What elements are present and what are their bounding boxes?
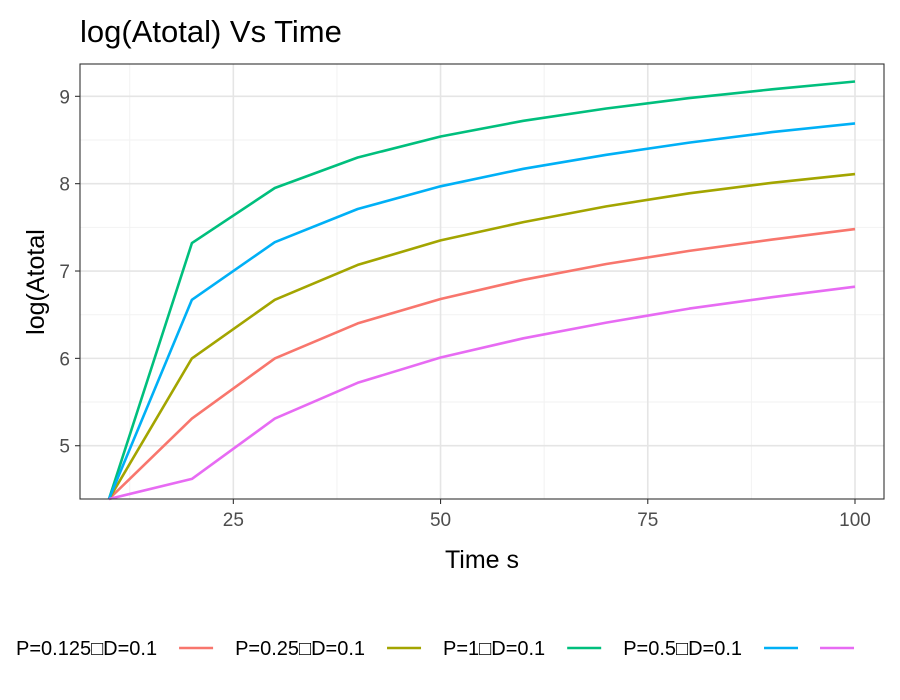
legend: P=0.125□D=0.1 P=0.25□D=0.1 P=1□D=0.1 P=0.5□…	[16, 638, 855, 660]
y-tick-label: 9	[59, 87, 70, 108]
y-tick-label: 6	[59, 349, 70, 370]
x-tick-label: 50	[430, 510, 451, 531]
x-tick-label: 75	[637, 510, 658, 531]
y-axis-title: log(Atotal	[22, 229, 50, 335]
x-axis-title: Time s	[445, 546, 519, 574]
y-tick-label: 8	[59, 175, 70, 196]
series-line-3	[107, 80, 856, 500]
legend-label-3: P=1□D=0.1	[443, 638, 545, 660]
y-axis: 5 6 7 8 9	[59, 87, 80, 458]
x-axis: 25 50 75 100	[223, 499, 871, 531]
major-gridlines	[80, 64, 884, 499]
plot-panel-border	[79, 63, 885, 500]
x-tick-label: 100	[839, 510, 871, 531]
y-tick-label: 7	[59, 262, 70, 283]
series-line-4	[107, 122, 856, 500]
y-tick-label: 5	[59, 437, 70, 458]
chart-title: log(Atotal) Vs Time	[80, 14, 342, 49]
series-lines	[107, 80, 856, 501]
x-tick-label: 25	[223, 510, 244, 531]
series-line-5	[108, 285, 856, 501]
legend-label-4: P=0.5□D=0.1	[623, 638, 742, 660]
series-line-2	[107, 172, 856, 500]
legend-label-2: P=0.25□D=0.1	[235, 638, 365, 660]
series-line-1	[108, 227, 856, 500]
legend-label-1: P=0.125□D=0.1	[16, 638, 157, 660]
